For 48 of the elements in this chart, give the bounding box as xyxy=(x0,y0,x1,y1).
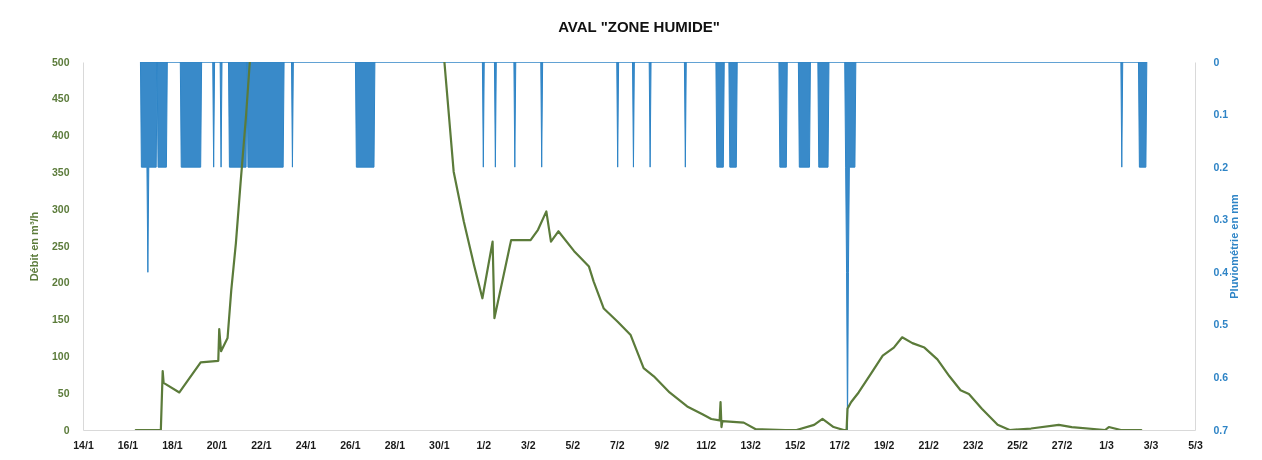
x-tick-label: 22/1 xyxy=(251,438,272,451)
x-tick-label: 7/2 xyxy=(609,438,625,451)
x-tick-label: 24/1 xyxy=(295,438,317,451)
x-tick-label: 13/2 xyxy=(740,438,762,451)
y-tick-label: 0 xyxy=(63,423,70,436)
y2-tick-label: 0.4 xyxy=(1213,265,1229,278)
y-tick-label: 200 xyxy=(51,276,70,289)
y-tick-label: 500 xyxy=(51,55,70,68)
y-tick-label: 100 xyxy=(51,349,70,362)
y-axis-title: Débit en m³/h xyxy=(27,211,40,282)
y-tick-label: 250 xyxy=(51,239,70,252)
y2-tick-label: 0 xyxy=(1213,55,1220,68)
y2-tick-label: 0.2 xyxy=(1213,160,1229,173)
x-tick-label: 20/1 xyxy=(206,438,228,451)
x-tick-label: 1/3 xyxy=(1099,438,1114,451)
y2-tick-label: 0.1 xyxy=(1213,108,1229,121)
x-tick-label: 21/2 xyxy=(918,438,939,451)
x-tick-label: 9/2 xyxy=(654,438,670,451)
x-tick-label: 28/1 xyxy=(384,438,406,451)
x-tick-label: 11/2 xyxy=(696,438,717,451)
y-tick-label: 150 xyxy=(51,313,70,326)
y-tick-label: 450 xyxy=(51,92,70,105)
x-tick-label: 5/2 xyxy=(565,438,581,451)
y2-tick-label: 0.5 xyxy=(1213,318,1229,331)
x-tick-label: 18/1 xyxy=(162,438,183,451)
x-tick-label: 19/2 xyxy=(873,438,895,451)
y2-axis-title: Pluviométrie en mm xyxy=(1228,194,1241,299)
x-tick-label: 30/1 xyxy=(429,438,450,451)
x-tick-label: 15/2 xyxy=(784,438,806,451)
x-tick-label: 16/1 xyxy=(117,438,139,451)
chart-title: AVAL "ZONE HUMIDE" xyxy=(558,18,720,35)
y2-tick-label: 0.3 xyxy=(1213,213,1229,226)
y-tick-label: 400 xyxy=(51,129,70,142)
y-tick-label: 50 xyxy=(57,386,70,399)
x-tick-label: 14/1 xyxy=(73,438,94,451)
x-tick-label: 17/2 xyxy=(829,438,851,451)
x-tick-label: 26/1 xyxy=(340,438,361,451)
x-tick-label: 1/2 xyxy=(476,438,492,451)
y-tick-label: 350 xyxy=(51,165,70,178)
x-tick-label: 25/2 xyxy=(1007,438,1028,451)
x-tick-label: 3/3 xyxy=(1143,438,1159,451)
x-tick-label: 5/3 xyxy=(1188,438,1203,451)
x-tick-label: 23/2 xyxy=(962,438,984,451)
x-tick-label: 3/2 xyxy=(521,438,536,451)
y2-tick-label: 0.6 xyxy=(1213,370,1229,383)
y-tick-label: 300 xyxy=(51,202,70,215)
y2-tick-label: 0.7 xyxy=(1213,423,1229,436)
x-tick-label: 27/2 xyxy=(1051,438,1073,451)
